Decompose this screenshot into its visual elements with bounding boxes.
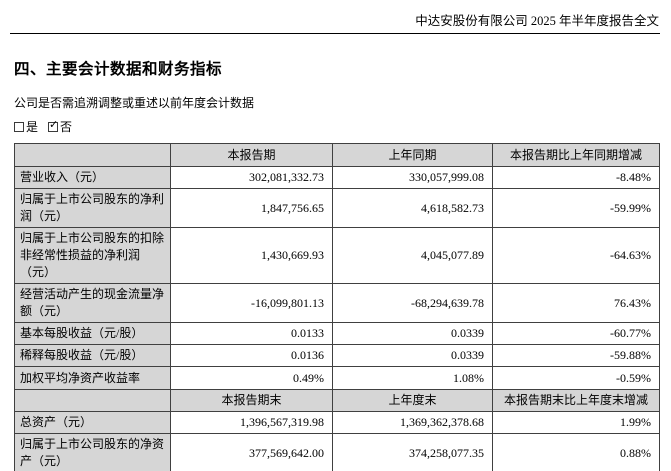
value-prior-cell: 0.0339 bbox=[332, 322, 493, 345]
checkbox-checked-icon: ✓ bbox=[48, 118, 59, 132]
table-row: 经营活动产生的现金流量净额（元） -16,099,801.13 -68,294,… bbox=[14, 283, 660, 323]
checkbox-unchecked-icon bbox=[14, 122, 24, 132]
financial-indicators-table: 本报告期 上年同期 本报告期比上年同期增减 营业收入（元） 302,081,33… bbox=[14, 143, 660, 471]
value-prior-cell: 4,618,582.73 bbox=[332, 188, 493, 228]
section-title: 四、主要会计数据和财务指标 bbox=[14, 61, 223, 78]
header-current-end: 本报告期末 bbox=[170, 389, 333, 412]
header-empty-cell bbox=[14, 389, 171, 412]
row-label-cell: 总资产（元） bbox=[14, 411, 171, 434]
value-prior-cell: 1,369,362,378.68 bbox=[332, 411, 493, 434]
row-label-cell: 加权平均净资产收益率 bbox=[14, 366, 171, 390]
report-header-title: 中达安股份有限公司 2025 年半年度报告全文 bbox=[415, 14, 659, 28]
header-rule bbox=[10, 33, 660, 34]
table-row: 加权平均净资产收益率 0.49% 1.08% -0.59% bbox=[14, 366, 660, 390]
option-no-label: 否 bbox=[60, 120, 73, 134]
row-label-cell: 经营活动产生的现金流量净额（元） bbox=[14, 283, 171, 323]
value-change-cell: -59.99% bbox=[492, 188, 660, 228]
row-label-cell: 基本每股收益（元/股） bbox=[14, 322, 171, 345]
table-row: 总资产（元） 1,396,567,319.98 1,369,362,378.68… bbox=[14, 411, 660, 434]
row-label-cell: 营业收入（元） bbox=[14, 166, 171, 189]
value-change-cell: -8.48% bbox=[492, 166, 660, 189]
option-yes: 是 bbox=[14, 120, 38, 135]
value-current-cell: 377,569,642.00 bbox=[170, 433, 333, 471]
value-change-cell: -64.63% bbox=[492, 227, 660, 284]
value-prior-cell: 1.08% bbox=[332, 366, 493, 390]
table-row: 基本每股收益（元/股） 0.0133 0.0339 -60.77% bbox=[14, 322, 660, 345]
header-end-change: 本报告期末比上年度末增减 bbox=[492, 389, 660, 412]
table-row: 稀释每股收益（元/股） 0.0136 0.0339 -59.88% bbox=[14, 344, 660, 367]
table-row: 归属于上市公司股东的净利润（元） 1,847,756.65 4,618,582.… bbox=[14, 188, 660, 228]
row-label-cell: 归属于上市公司股东的扣除非经常性损益的净利润（元） bbox=[14, 227, 171, 284]
row-label-cell: 归属于上市公司股东的净利润（元） bbox=[14, 188, 171, 228]
value-prior-cell: -68,294,639.78 bbox=[332, 283, 493, 323]
table-row: 归属于上市公司股东的扣除非经常性损益的净利润（元） 1,430,669.93 4… bbox=[14, 227, 660, 284]
restatement-question: 公司是否需追溯调整或重述以前年度会计数据 bbox=[14, 96, 255, 110]
value-change-cell: -60.77% bbox=[492, 322, 660, 345]
value-current-cell: 0.0136 bbox=[170, 344, 333, 367]
value-change-cell: -0.59% bbox=[492, 366, 660, 390]
header-period-change: 本报告期比上年同期增减 bbox=[492, 143, 660, 167]
restatement-options: 是 ✓ 否 bbox=[14, 118, 671, 135]
header-empty-cell bbox=[14, 143, 171, 167]
header-current-period: 本报告期 bbox=[170, 143, 333, 167]
table-row: 营业收入（元） 302,081,332.73 330,057,999.08 -8… bbox=[14, 166, 660, 189]
value-change-cell: 1.99% bbox=[492, 411, 660, 434]
row-label-cell: 稀释每股收益（元/股） bbox=[14, 344, 171, 367]
check-mark-icon: ✓ bbox=[49, 118, 59, 131]
value-current-cell: 1,847,756.65 bbox=[170, 188, 333, 228]
value-prior-cell: 0.0339 bbox=[332, 344, 493, 367]
value-current-cell: 302,081,332.73 bbox=[170, 166, 333, 189]
value-change-cell: 0.88% bbox=[492, 433, 660, 471]
value-prior-cell: 374,258,077.35 bbox=[332, 433, 493, 471]
header-prior-end: 上年度末 bbox=[332, 389, 493, 412]
value-change-cell: 76.43% bbox=[492, 283, 660, 323]
header-prior-period: 上年同期 bbox=[332, 143, 493, 167]
value-current-cell: 0.0133 bbox=[170, 322, 333, 345]
period-header-row: 本报告期 上年同期 本报告期比上年同期增减 bbox=[14, 143, 660, 167]
row-label-cell: 归属于上市公司股东的净资产（元） bbox=[14, 433, 171, 471]
value-prior-cell: 330,057,999.08 bbox=[332, 166, 493, 189]
value-current-cell: -16,099,801.13 bbox=[170, 283, 333, 323]
value-current-cell: 1,396,567,319.98 bbox=[170, 411, 333, 434]
endpoint-header-row: 本报告期末 上年度末 本报告期末比上年度末增减 bbox=[14, 389, 660, 412]
value-change-cell: -59.88% bbox=[492, 344, 660, 367]
table-row: 归属于上市公司股东的净资产（元） 377,569,642.00 374,258,… bbox=[14, 433, 660, 471]
value-prior-cell: 4,045,077.89 bbox=[332, 227, 493, 284]
option-no: ✓ 否 bbox=[48, 118, 73, 135]
value-current-cell: 1,430,669.93 bbox=[170, 227, 333, 284]
value-current-cell: 0.49% bbox=[170, 366, 333, 390]
option-yes-label: 是 bbox=[26, 120, 39, 134]
